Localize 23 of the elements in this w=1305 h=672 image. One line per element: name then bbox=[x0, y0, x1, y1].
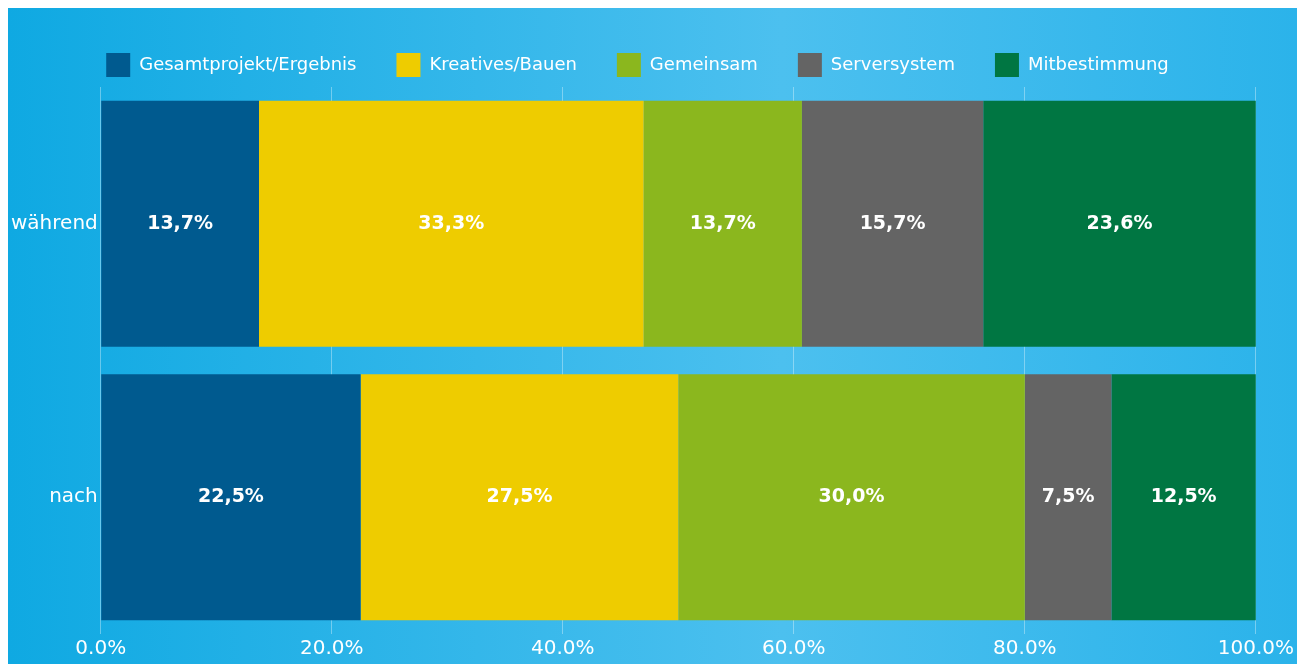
data-label: 15,7% bbox=[859, 210, 926, 233]
data-label: 23,6% bbox=[1086, 210, 1153, 233]
data-label: 12,5% bbox=[1150, 484, 1217, 507]
legend-label: Serversystem bbox=[830, 52, 955, 74]
data-label: 13,7% bbox=[147, 210, 214, 233]
data-label: 7,5% bbox=[1041, 484, 1095, 507]
data-label: 33,3% bbox=[418, 210, 485, 233]
data-label: 30,0% bbox=[818, 484, 885, 507]
legend-label: Mitbestimmung bbox=[1027, 52, 1169, 74]
legend-label: Kreatives/Bauen bbox=[429, 52, 577, 74]
y-tick-label: nach bbox=[49, 483, 98, 508]
legend-label: Gesamtprojekt/Ergebnis bbox=[139, 52, 357, 74]
x-tick-label: 0.0% bbox=[75, 635, 127, 660]
legend-label: Gemeinsam bbox=[649, 52, 758, 74]
x-tick-label: 40.0% bbox=[531, 635, 595, 660]
data-label: 22,5% bbox=[197, 484, 264, 507]
x-tick-label: 80.0% bbox=[993, 635, 1057, 660]
x-tick-label: 100.0% bbox=[1217, 635, 1294, 660]
data-label: 13,7% bbox=[689, 210, 756, 233]
y-tick-label: während bbox=[11, 209, 98, 234]
x-tick-label: 60.0% bbox=[762, 635, 826, 660]
data-label: 27,5% bbox=[486, 484, 553, 507]
x-tick-label: 20.0% bbox=[300, 635, 364, 660]
